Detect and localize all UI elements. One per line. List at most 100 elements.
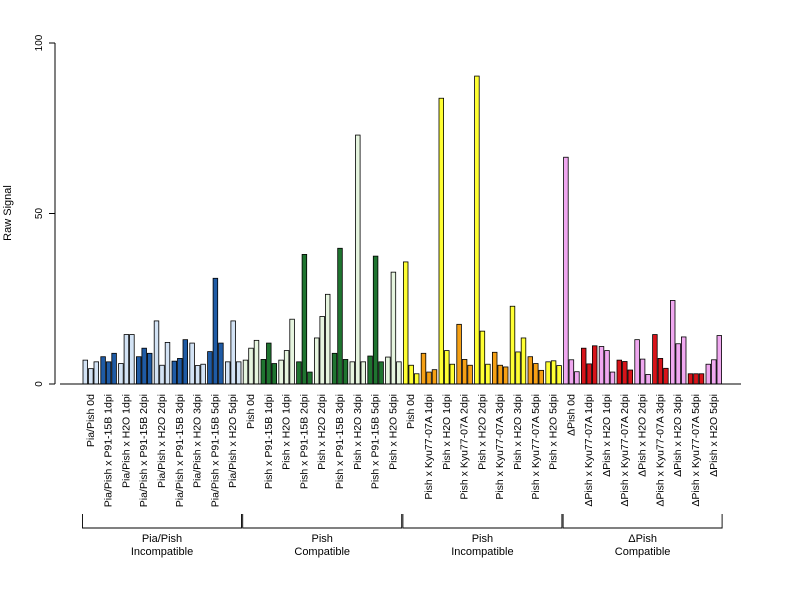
x-tick-label: Pish x H2O 5dpi [387,394,399,470]
x-tick-label: Pish x H2O 1dpi [441,394,453,470]
x-tick-label: ΔPish x H2O 1dpi [601,394,613,477]
x-tick-label: ΔPish 0d [565,394,577,436]
bar [639,358,646,385]
bar [100,356,106,385]
bar [253,339,260,385]
x-tick-label: Pish x H2O 3dpi [352,394,364,470]
bar [207,351,213,385]
bar [581,347,587,385]
x-tick-label: Pish x Kyu77-07A 3dpi [494,394,506,500]
bar [266,342,272,385]
bar [598,346,605,385]
bar [355,134,361,385]
x-tick-label: Pish x P91-15B 2dpi [298,394,310,489]
bar [271,363,277,385]
bar [230,320,236,385]
bar [485,363,491,385]
bar [396,361,402,385]
group-label-line2: Incompatible [451,546,513,558]
bar [319,316,325,385]
group-bracket [242,514,403,529]
x-tick-label: ΔPish x Kyu77-07A 3dpi [654,394,666,507]
x-tick-label: Pia/Pish x H2O 1dpi [120,394,132,488]
group-label-line1: Pia/Pish [142,533,182,545]
bar [118,363,124,385]
bar [616,359,622,385]
bar [497,364,503,385]
x-tick-label: ΔPish x H2O 3dpi [672,394,684,477]
bar [456,323,462,385]
bar [390,271,397,385]
x-tick-label: Pish 0d [245,394,257,429]
bar [324,293,331,385]
bar [177,358,183,385]
bar [652,334,658,385]
group-bracket [82,514,242,529]
x-tick-label: Pish x H2O 1dpi [281,394,293,470]
bar [622,361,628,385]
bar [123,334,130,385]
bar [675,343,681,385]
bar [164,341,171,385]
bar [378,361,384,385]
bar [556,365,562,385]
bar [182,339,188,385]
y-axis-label: Raw Signal [2,185,14,241]
bar [467,364,473,385]
bar [242,359,249,385]
bar [260,359,266,385]
x-tick-label: Pish x P91-15B 5dpi [370,394,382,489]
x-tick-label: Pia/Pish x H2O 2dpi [156,394,168,488]
bar [296,361,302,385]
bar [634,339,640,385]
bar [438,97,444,385]
bar [693,373,699,385]
x-tick-label: ΔPish x H2O 2dpi [637,394,649,477]
bar [331,352,338,385]
bar [711,359,717,385]
bar [609,371,616,385]
bar [670,300,676,385]
bar [444,350,450,385]
bars [82,75,722,385]
y-axis: 0 50 100 [34,34,56,387]
bar [307,371,313,385]
bar [698,373,705,385]
bar [604,350,610,385]
bar [461,359,468,385]
bar [349,361,355,385]
bar [502,366,509,385]
x-tick-label: Pish 0d [405,394,417,429]
group-bracket [562,514,723,529]
x-tick-label: Pia/Pish x H2O 5dpi [227,394,239,488]
group-label-line1: ΔPish [628,533,657,545]
bar [420,352,427,385]
bar [105,361,112,385]
bar [337,247,343,385]
bar [129,334,135,385]
bar [200,363,206,385]
y-tick-label: 50 [34,208,45,220]
bar [538,369,544,385]
bar [474,75,480,385]
bar [218,342,224,385]
x-tick-labels: Pia/Pish 0d Pia/Pish x P91-15B 1dpi Pia/Pi… [85,394,720,507]
x-tick-label: Pia/Pish 0d [85,394,97,447]
bar [248,347,254,385]
bar [283,350,290,385]
bar [408,364,414,385]
bar [82,359,88,385]
group-label-line2: Incompatible [131,546,193,558]
x-tick-label: Pish x P91-15B 1dpi [263,394,275,489]
bar [592,345,598,385]
bar [568,359,575,385]
bar [479,330,486,385]
x-tick-label: ΔPish x H2O 5dpi [708,394,720,477]
x-tick-label: Pish x H2O 3dpi [512,394,524,470]
bar [111,352,117,385]
bar [278,359,284,385]
bar [449,363,455,385]
group-brackets: Pia/PishIncompatiblePishCompatiblePishIn… [82,514,723,558]
bar [93,361,99,385]
bar [663,367,669,385]
